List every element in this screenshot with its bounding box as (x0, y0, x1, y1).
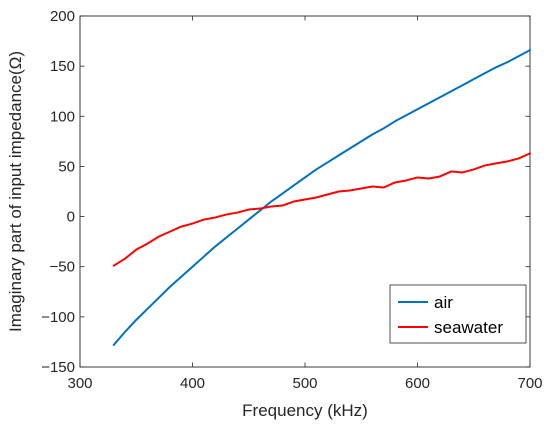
y-tick-label: 50 (58, 158, 75, 175)
legend: air seawater (389, 284, 527, 344)
y-tick-label: −100 (41, 309, 75, 326)
x-tick-label: 500 (292, 375, 317, 392)
series-line-air (112, 49, 531, 346)
x-axis-label: Frequency (kHz) (242, 401, 368, 420)
y-tick-label: 200 (50, 8, 75, 25)
series-line-seawater (112, 152, 531, 267)
y-tick-label: 0 (67, 209, 75, 226)
tick-labels: 300 400 500 600 700 −150 −100 −50 0 50 100 150 200 (41, 8, 542, 392)
y-tick-label: 150 (50, 58, 75, 75)
series-group (112, 49, 531, 346)
legend-label-air: air (434, 293, 453, 312)
x-tick-label: 400 (180, 375, 205, 392)
legend-label-seawater: seawater (434, 318, 503, 337)
y-axis-label: Imaginary part of input impedance(Ω) (6, 51, 25, 332)
y-tick-label: −50 (50, 259, 75, 276)
x-tick-label: 700 (517, 375, 542, 392)
plot-frame (79, 15, 531, 368)
x-tick-label: 300 (67, 375, 92, 392)
y-tick-label: −150 (41, 359, 75, 376)
x-tick-label: 600 (405, 375, 430, 392)
legend-box (389, 284, 527, 344)
y-tick-label: 100 (50, 108, 75, 125)
